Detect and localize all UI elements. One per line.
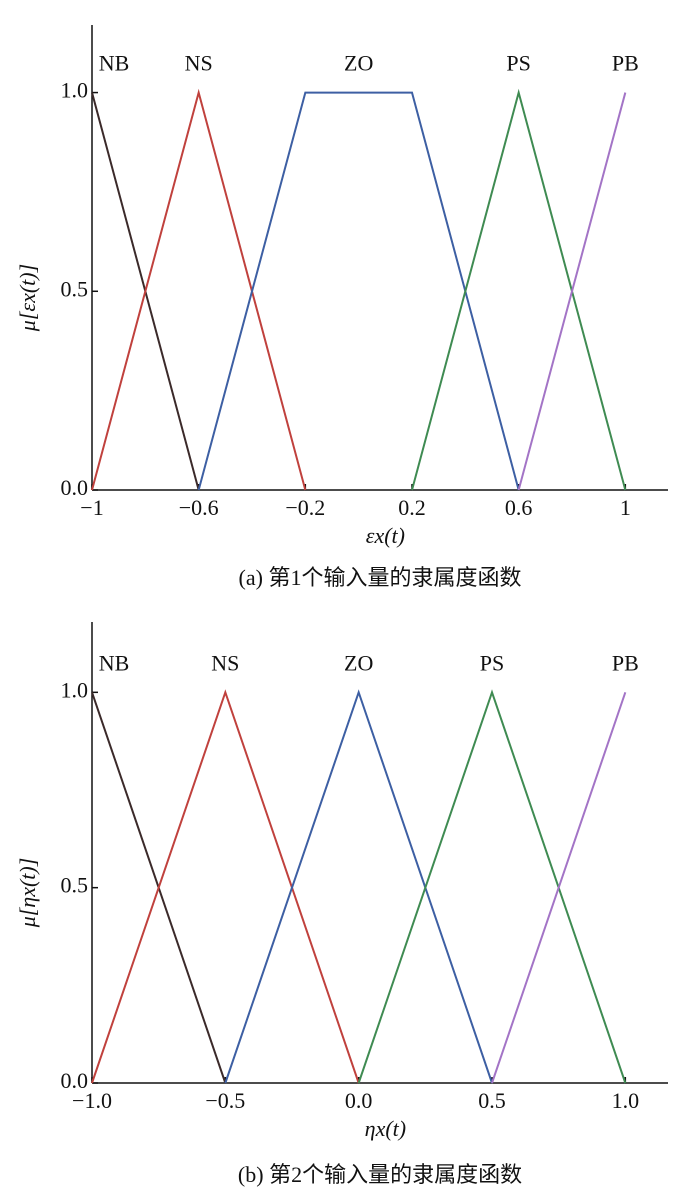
x-tick-label: 0.0 — [345, 1088, 373, 1113]
x-tick-label: 0.6 — [505, 495, 533, 520]
series-label: ZO — [344, 650, 373, 675]
series-label: PS — [480, 650, 504, 675]
y-tick-label: 0.5 — [61, 276, 89, 301]
y-axis-label: μ[εx(t)] — [15, 264, 40, 332]
series-label: PB — [612, 650, 639, 675]
x-tick-label: 0.5 — [478, 1088, 506, 1113]
x-tick-label: 0.2 — [398, 495, 426, 520]
series-label: PB — [612, 51, 639, 76]
y-axis-label: μ[ηx(t)] — [15, 858, 40, 929]
series-line — [91, 88, 307, 491]
y-tick-label: 0.0 — [61, 1068, 89, 1093]
caption: (b) 第2个输入量的隶属度函数 — [238, 1162, 522, 1187]
series-line — [357, 689, 627, 1084]
series-line — [197, 91, 520, 491]
series-label: NB — [99, 650, 130, 675]
series-label: NS — [211, 650, 239, 675]
series-line — [517, 92, 627, 491]
x-tick-label: −1 — [80, 495, 103, 520]
series-label: PS — [506, 51, 530, 76]
series-line — [224, 689, 493, 1084]
x-tick-label: −0.2 — [285, 495, 325, 520]
x-tick-label: −1.0 — [72, 1088, 112, 1113]
series-line — [411, 88, 627, 491]
series-label: ZO — [344, 51, 373, 76]
series-label: NB — [99, 51, 130, 76]
y-tick-label: 1.0 — [61, 78, 89, 103]
x-tick-label: −0.5 — [205, 1088, 245, 1113]
series-label: NS — [185, 51, 213, 76]
caption: (a) 第1个输入量的隶属度函数 — [239, 565, 522, 590]
x-tick-label: −0.6 — [179, 495, 219, 520]
series-line — [91, 689, 360, 1084]
x-tick-label: 1.0 — [612, 1088, 640, 1113]
y-tick-label: 0.0 — [61, 475, 89, 500]
y-tick-label: 1.0 — [61, 677, 89, 702]
x-tick-label: 1 — [620, 495, 631, 520]
series-line — [491, 691, 627, 1084]
x-axis-label: ηx(t) — [365, 1116, 406, 1141]
x-axis-label: εx(t) — [366, 523, 405, 548]
y-tick-label: 0.5 — [61, 873, 89, 898]
